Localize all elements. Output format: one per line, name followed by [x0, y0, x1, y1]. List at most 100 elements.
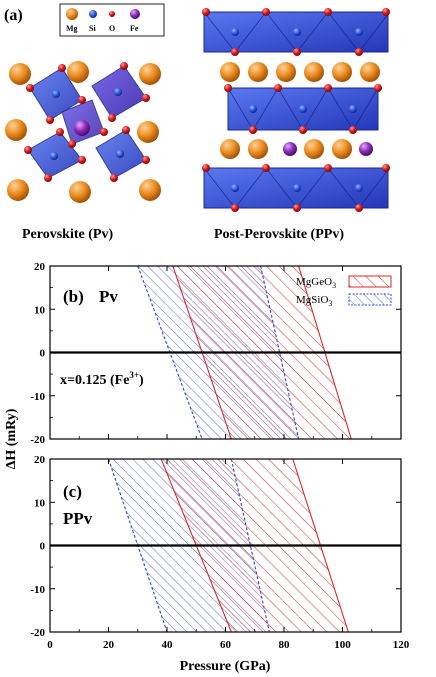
si-atom [293, 184, 301, 192]
o-atom [382, 8, 390, 16]
o-atom [249, 126, 257, 134]
o-atom [120, 62, 128, 70]
o-atom [382, 164, 390, 172]
y-tick-label: -20 [30, 627, 45, 639]
o-atom [349, 126, 357, 134]
mg-atom [139, 63, 161, 85]
o-atom [355, 48, 363, 56]
o-atom [142, 156, 150, 164]
legend-mgsio3-label: MgSiO3 [296, 294, 332, 308]
o-atom [58, 64, 66, 72]
x-axis-label: Pressure (GPa) [180, 659, 271, 674]
o-atom [324, 164, 332, 172]
y-tick-label: 20 [34, 454, 46, 466]
chart-b-panel-label: (b) [63, 287, 84, 306]
y-tick-label: 20 [34, 261, 46, 273]
o-atom [142, 94, 150, 102]
mg-atom [139, 179, 161, 201]
o-atom [355, 204, 363, 212]
mg-atom [248, 139, 268, 159]
x-tick-label: 0 [47, 639, 53, 651]
si-atom [249, 105, 257, 113]
si-atom [231, 28, 239, 36]
annotation-suffix: ) [139, 373, 144, 388]
o-atom [56, 128, 64, 136]
si-swatch [89, 10, 97, 18]
y-tick-label: -10 [30, 391, 45, 403]
x-tick-label: 80 [279, 639, 291, 651]
si-atom [114, 88, 122, 96]
mg-atom [5, 119, 27, 141]
mg-atom [7, 179, 29, 201]
o-atom [293, 48, 301, 56]
o-atom [202, 164, 210, 172]
fe-atom [74, 120, 90, 136]
annotation-sup: 3+ [129, 370, 139, 380]
o-atom [293, 204, 301, 212]
mg-legend-label: Mg [66, 24, 78, 33]
mg-atom [304, 62, 324, 82]
o-atom [24, 146, 32, 154]
annotation-prefix: x=0.125 (Fe [60, 373, 129, 388]
chart-b-legend: MgGeO3 MgSiO3 [296, 275, 392, 308]
si-legend-label: Si [89, 24, 96, 33]
legend-mgsio3-swatch [348, 293, 392, 306]
ppv-caption: Post-Perovskite (PPv) [214, 227, 344, 242]
si-atom [355, 28, 363, 36]
mg-atom [276, 62, 296, 82]
y-tick-label: 10 [34, 304, 46, 316]
mg-atom [137, 121, 159, 143]
o-swatch [109, 11, 115, 17]
element-legend-box [59, 3, 165, 37]
o-atom [78, 156, 86, 164]
si-atom [355, 184, 363, 192]
x-tick-label: 40 [162, 639, 174, 651]
fe-atom [359, 142, 373, 156]
fe-legend-label: Fe [130, 24, 139, 33]
x-tick-label: 100 [334, 639, 351, 651]
mg-atom [9, 63, 31, 85]
perovskite-structure [5, 61, 161, 203]
panel-a-label: (a) [4, 7, 23, 24]
si-atom [50, 152, 58, 160]
o-atom [324, 8, 332, 16]
o-atom [299, 126, 307, 134]
o-atom [122, 126, 130, 134]
chart-c-xticks: 0 20 40 60 80 100 120 [47, 459, 410, 651]
x-tick-label: 120 [393, 639, 410, 651]
o-atom [78, 96, 86, 104]
si-atom [293, 28, 301, 36]
o-atom [274, 84, 282, 92]
si-atom [349, 105, 357, 113]
post-perovskite-structure [202, 8, 390, 212]
o-atom [68, 140, 76, 148]
y-tick-label: 0 [40, 348, 46, 360]
fe-atom [283, 142, 297, 156]
x-tick-label: 60 [220, 639, 232, 651]
legend-mggeo3-swatch [348, 275, 392, 288]
y-tick-label: -20 [30, 434, 45, 446]
si-atom [116, 150, 124, 158]
legend-mgsio3-sub: 3 [328, 299, 332, 308]
mg-atom [220, 139, 240, 159]
legend-mggeo3-sub: 3 [332, 281, 336, 290]
o-atom [224, 84, 232, 92]
o-atom [374, 84, 382, 92]
o-atom [262, 8, 270, 16]
legend-mggeo3-name: MgGeO [296, 276, 332, 288]
o-atom [231, 48, 239, 56]
chart-c-phase-label: PPv [63, 509, 93, 528]
chart-b-phase-label: Pv [99, 287, 118, 306]
mg-atom [248, 62, 268, 82]
mg-atom [69, 181, 91, 203]
chart-b-yticks: 20 10 0 -10 -20 [30, 261, 402, 446]
x-tick-label: 20 [103, 639, 115, 651]
y-tick-label: -10 [30, 584, 45, 596]
si-atom [231, 184, 239, 192]
legend-mggeo3-label: MgGeO3 [296, 276, 336, 290]
o-atom [110, 174, 118, 182]
mg-swatch [66, 8, 78, 20]
